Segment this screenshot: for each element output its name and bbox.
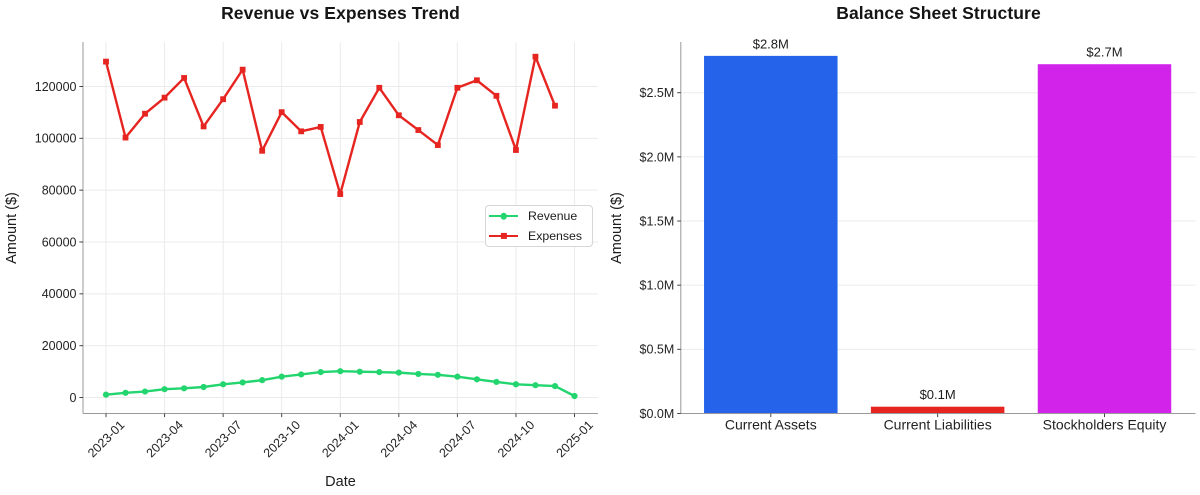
left-x-tick-label: 2024-04 bbox=[378, 418, 420, 460]
right-y-tick-label: $1.0M bbox=[640, 279, 675, 293]
left-x-tick-label: 2025-01 bbox=[554, 418, 596, 460]
left-x-tick-label: 2024-07 bbox=[436, 418, 478, 460]
right-chart-title: Balance Sheet Structure bbox=[836, 3, 1041, 23]
right-y-axis-label: Amount ($) bbox=[609, 192, 625, 264]
left-y-axis-label: Amount ($) bbox=[4, 192, 20, 264]
legend: Revenue Expenses bbox=[485, 205, 593, 247]
left-x-ticks: 2023-01 2023-04 2023-07 2023-10 2024-01 2024-… bbox=[85, 413, 596, 460]
left-y-tick-label: 60000 bbox=[42, 235, 77, 249]
right-x-category-label: Stockholders Equity bbox=[1043, 417, 1167, 433]
left-x-tick-label: 2023-01 bbox=[85, 418, 127, 460]
legend-item-expenses: Expenses bbox=[486, 227, 592, 246]
left-y-tick-label: 40000 bbox=[42, 287, 77, 301]
left-y-tick-label: 100000 bbox=[35, 132, 77, 146]
left-y-tick-label: 80000 bbox=[42, 184, 77, 198]
right-x-category-label: Current Assets bbox=[725, 417, 817, 433]
left-x-tick-label: 2023-04 bbox=[144, 418, 186, 460]
left-y-tick-label: 0 bbox=[70, 391, 77, 405]
left-x-tick-label: 2024-01 bbox=[319, 418, 361, 460]
revenue-line-sample-icon bbox=[489, 212, 518, 220]
left-x-tick-label: 2024-10 bbox=[495, 418, 537, 460]
left-y-ticks: 0 20000 40000 60000 80000 100000 120000 bbox=[35, 80, 83, 405]
series-revenue bbox=[102, 368, 578, 400]
left-y-tick-label: 20000 bbox=[42, 339, 77, 353]
bar-value-label: $2.8M bbox=[753, 36, 789, 51]
right-y-tick-label: $1.5M bbox=[640, 214, 675, 228]
left-x-tick-label: 2023-07 bbox=[202, 418, 244, 460]
right-y-tick-label: $2.0M bbox=[640, 150, 675, 164]
balance-sheet-plot: $2.8M $0.1M $2.7M $0.0M $0.5M $1.0M $1.5M $2.0M… bbox=[640, 36, 1196, 433]
expenses-line-sample-icon bbox=[489, 232, 518, 240]
right-y-tick-label: $0.0M bbox=[640, 407, 675, 421]
legend-item-revenue: Revenue bbox=[486, 207, 592, 226]
left-chart-title: Revenue vs Expenses Trend bbox=[221, 3, 460, 23]
bars: $2.8M $0.1M $2.7M bbox=[704, 36, 1172, 414]
legend-label: Expenses bbox=[528, 229, 583, 243]
right-x-category-label: Current Liabilities bbox=[884, 417, 992, 433]
right-y-ticks: $0.0M $0.5M $1.0M $1.5M $2.0M $2.5M bbox=[640, 86, 681, 421]
left-x-axis-label: Date bbox=[325, 474, 356, 490]
bar-value-label: $2.7M bbox=[1086, 45, 1122, 60]
bar-current-assets bbox=[704, 55, 838, 414]
legend-label: Revenue bbox=[528, 209, 578, 223]
bar-stockholders-equity bbox=[1037, 64, 1172, 414]
right-y-tick-label: $0.5M bbox=[640, 343, 675, 357]
left-x-tick-label: 2023-10 bbox=[261, 418, 303, 460]
right-x-ticks: Current Assets Current Liabilities Stockho… bbox=[725, 413, 1167, 433]
left-y-tick-label: 120000 bbox=[35, 80, 77, 94]
series-expenses bbox=[103, 53, 558, 197]
revenue-expenses-plot: 0 20000 40000 60000 80000 100000 120000 2023-01… bbox=[35, 42, 598, 460]
bar-current-liabilities bbox=[870, 406, 1005, 414]
bar-value-label: $0.1M bbox=[920, 387, 956, 402]
right-y-tick-label: $2.5M bbox=[640, 86, 675, 100]
